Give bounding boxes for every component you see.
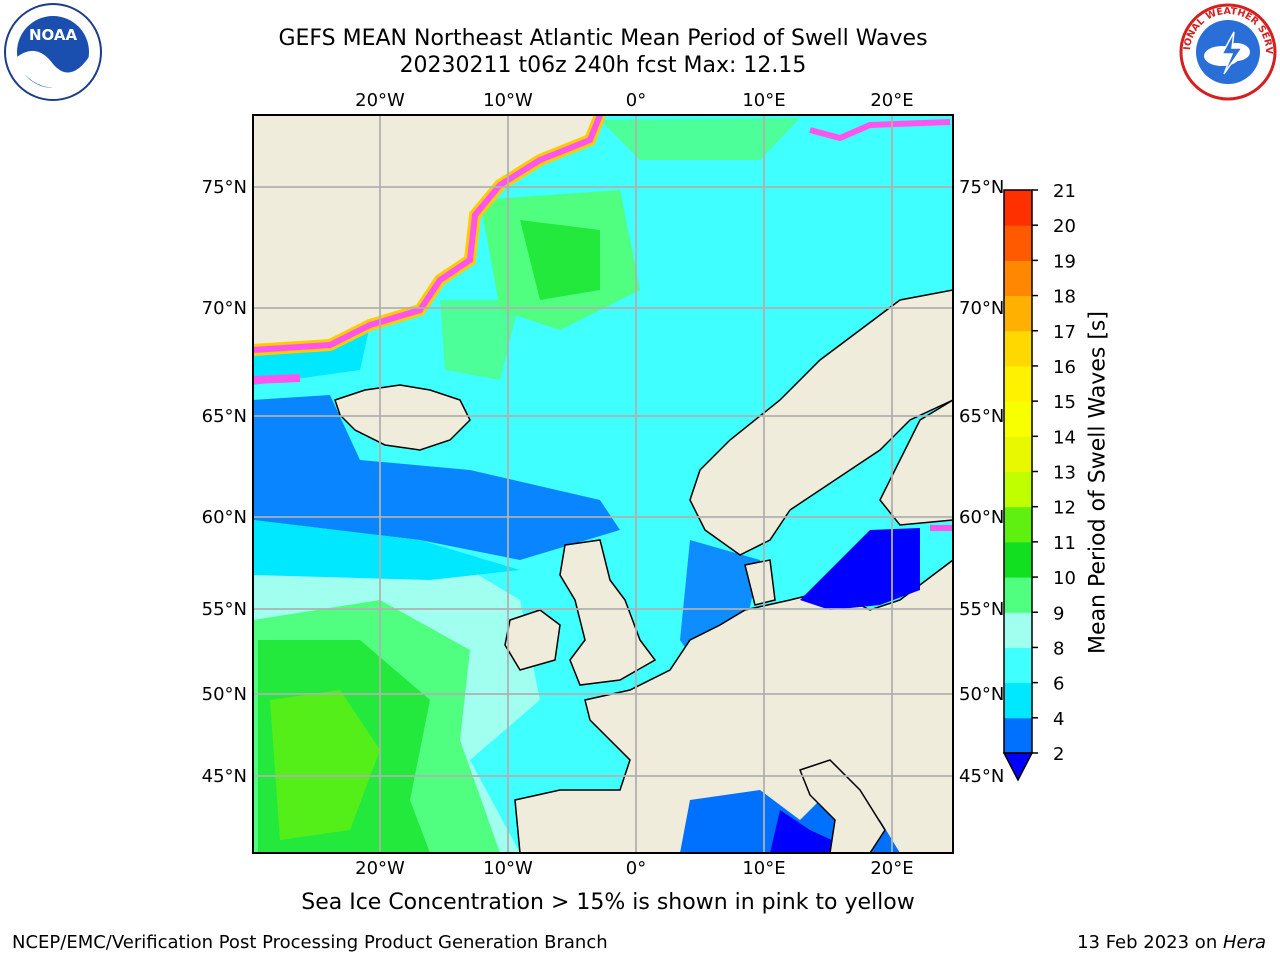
footer-host: Hera — [1222, 932, 1266, 953]
lat-label-right: 75°N — [959, 177, 1004, 198]
lat-label-left: 50°N — [202, 684, 247, 705]
lat-label-left: 45°N — [202, 766, 247, 787]
sea-ice-note: Sea Ice Concentration > 15% is shown in … — [301, 890, 915, 915]
lat-label-right: 60°N — [959, 507, 1004, 528]
colorbar-segment — [1004, 225, 1032, 261]
swell-region-north-10s — [520, 220, 600, 300]
colorbar-tick-label: 6 — [1053, 674, 1064, 695]
swell-region-11-12s — [270, 690, 380, 840]
denmark — [744, 559, 776, 606]
lon-label-bottom: 10°W — [483, 858, 533, 879]
map-title: GEFS MEAN Northeast Atlantic Mean Period… — [278, 26, 928, 51]
colorbar-segment — [1004, 295, 1032, 332]
lat-label-right: 55°N — [959, 599, 1004, 620]
colorbar-tick-label: 19 — [1053, 251, 1076, 272]
baltic-sea — [800, 528, 920, 610]
nws-logo: NATIONAL WEATHER SERVICE — [1178, 2, 1277, 101]
colorbar-segment — [1004, 436, 1032, 472]
colorbar-tick-label: 11 — [1053, 533, 1076, 554]
colorbar-segment — [1004, 471, 1032, 508]
lat-label-right: 70°N — [959, 298, 1004, 319]
colorbar-segment — [1004, 682, 1032, 719]
colorbar-tick-label: 10 — [1053, 568, 1076, 589]
lat-label-right: 65°N — [959, 406, 1004, 427]
finland — [879, 399, 953, 526]
lat-labels-left: 75°N 70°N 65°N 60°N 55°N 50°N 45°N — [202, 177, 247, 787]
swell-region-iceland-9s — [440, 300, 520, 380]
colorbar-under-triangle — [1002, 752, 1034, 782]
mediterranean-deep — [770, 810, 860, 853]
lon-label-top: 0° — [626, 90, 646, 111]
map-frame — [252, 114, 954, 854]
swell-region-arctic-9s — [600, 118, 800, 160]
colorbar-segment — [1004, 506, 1032, 543]
lon-labels-top: 20°W 10°W 0° 10°E 20°E — [355, 90, 913, 111]
scandinavia — [689, 289, 953, 556]
colorbar-tick-label: 8 — [1053, 638, 1064, 659]
lat-label-left: 55°N — [202, 599, 247, 620]
colorbar-segment — [1004, 365, 1032, 402]
colorbar-tick-label: 17 — [1053, 322, 1076, 343]
colorbar-tick-label: 16 — [1053, 357, 1076, 378]
lat-label-left: 70°N — [202, 298, 247, 319]
lon-label-top: 10°E — [742, 90, 785, 111]
colorbar-segment — [1004, 647, 1032, 684]
lat-labels-right: 75°N 70°N 65°N 60°N 55°N 50°N 45°N — [959, 177, 1004, 787]
colorbar-segment — [1004, 612, 1032, 648]
lon-labels-bottom: 20°W 10°W 0° 10°E 20°E — [355, 858, 913, 879]
map-panel — [253, 115, 953, 853]
lon-label-top: 20°W — [355, 90, 405, 111]
lat-label-left: 60°N — [202, 507, 247, 528]
colorbar-segment — [1004, 717, 1032, 754]
colorbar-tick-label: 20 — [1053, 216, 1076, 237]
great-britain — [559, 539, 657, 686]
map-subtitle: 20230211 t06z 240h fcst Max: 12.15 — [399, 53, 807, 78]
lon-label-bottom: 20°W — [355, 858, 405, 879]
colorbar-tick-label: 15 — [1053, 392, 1076, 413]
colorbar-tick-label: 13 — [1053, 463, 1076, 484]
lon-label-bottom: 10°E — [742, 858, 785, 879]
colorbar-segment — [1004, 577, 1032, 613]
graticule — [253, 115, 953, 853]
colorbar — [1002, 189, 1034, 782]
colorbar-segment — [1004, 330, 1032, 367]
footer-date: 13 Feb 2023 on Hera — [1077, 932, 1266, 953]
ireland — [504, 609, 561, 671]
iceland — [334, 384, 471, 451]
colorbar-label: Mean Period of Swell Waves [s] — [1085, 311, 1111, 654]
noaa-logo-text: NOAA — [29, 26, 78, 44]
colorbar-segment — [1004, 541, 1032, 578]
colorbar-ticks: 2 4 6 8 9 10 11 12 13 14 15 16 17 18 19 20 21 — [1032, 181, 1076, 765]
lat-label-left: 65°N — [202, 406, 247, 427]
footer-date-text: 13 Feb 2023 on — [1077, 932, 1223, 953]
swell-region-2-4s — [253, 395, 620, 560]
colorbar-tick-label: 14 — [1053, 427, 1076, 448]
colorbar-segment — [1004, 190, 1032, 226]
lat-label-right: 45°N — [959, 766, 1004, 787]
lon-label-bottom: 0° — [626, 858, 646, 879]
colorbar-segment — [1004, 401, 1032, 437]
lon-label-top: 10°W — [483, 90, 533, 111]
sea-ice-edge — [253, 115, 953, 531]
colorbar-tick-label: 12 — [1053, 498, 1076, 519]
lon-label-bottom: 20°E — [870, 858, 913, 879]
lat-label-left: 75°N — [202, 177, 247, 198]
colorbar-tick-label: 18 — [1053, 287, 1076, 308]
colorbar-segment — [1004, 260, 1032, 297]
swell-region-4-6s — [253, 520, 520, 580]
colorbar-tick-label: 9 — [1053, 603, 1064, 624]
footer-credit: NCEP/EMC/Verification Post Processing Pr… — [12, 932, 608, 953]
lon-label-top: 20°E — [870, 90, 913, 111]
colorbar-tick-label: 4 — [1053, 709, 1064, 730]
italy — [799, 759, 886, 853]
colorbar-tick-label: 2 — [1053, 744, 1064, 765]
lat-label-right: 50°N — [959, 684, 1004, 705]
colorbar-tick-label: 21 — [1053, 181, 1076, 202]
noaa-logo: NOAA — [4, 3, 102, 101]
